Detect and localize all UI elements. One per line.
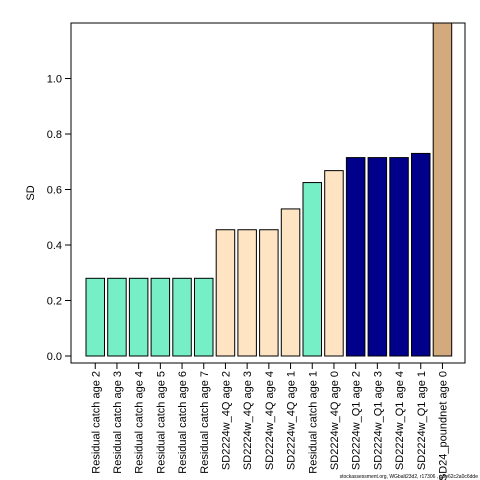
x-tick-label: SD2224w_4Q age 2 [220, 371, 232, 470]
x-tick-label: SD2224w_4Q age 0 [329, 371, 341, 470]
bar-4 [150, 277, 171, 357]
x-tick-label: Residual catch age 7 [199, 371, 211, 474]
x-axis: Residual catch age 2 Residual catch age 3… [90, 363, 449, 480]
x-tick-label: Residual catch age 3 [112, 371, 124, 474]
x-tick-label: SD2224w_4Q age 1 [286, 371, 298, 470]
y-axis-title: SD [25, 185, 37, 200]
bar-16 [411, 152, 431, 357]
x-tick-label: Residual catch age 5 [155, 371, 167, 474]
x-tick-label: Residual catch age 6 [177, 371, 189, 474]
y-tick-label: 0.8 [47, 129, 62, 141]
bar-5 [172, 277, 192, 357]
x-tick-label: SD24_poundnet age 0 [437, 371, 449, 480]
bar-1 [85, 277, 105, 357]
y-tick-label: 0.0 [47, 351, 62, 363]
bars-group [85, 22, 453, 357]
y-tick-label: 0.2 [47, 296, 62, 308]
bar-9 [259, 229, 279, 357]
bar-7 [215, 229, 236, 357]
x-tick-label: SD2224w_Q1 age 4 [394, 371, 406, 470]
x-tick-label: SD2224w_Q1 age 1 [416, 371, 428, 470]
x-tick-label: SD2224w_4Q age 3 [242, 371, 254, 470]
bar-17 [432, 22, 453, 357]
bar-3 [128, 277, 149, 357]
bar-10 [280, 208, 301, 357]
bar-2 [107, 277, 127, 357]
bar-13 [345, 157, 366, 357]
x-tick-label: SD2224w_4Q age 4 [264, 371, 276, 470]
x-tick-label: Residual catch age 4 [134, 371, 146, 474]
bar-6 [194, 277, 214, 357]
y-tick-label: 0.4 [47, 240, 62, 252]
x-tick-label: Residual catch age 2 [90, 371, 102, 474]
x-tick-label: Residual catch age 1 [307, 371, 319, 474]
bar-15 [389, 157, 409, 357]
bar-11 [302, 182, 322, 357]
bar-12 [324, 170, 344, 357]
y-axis: 0.0 0.2 0.4 0.6 0.8 1.0 [47, 74, 72, 363]
y-tick-label: 1.0 [47, 74, 62, 86]
x-tick-label: SD2224w_Q1 age 3 [372, 371, 384, 470]
y-tick-label: 0.6 [47, 185, 62, 197]
x-tick-label: SD2224w_Q1 age 2 [351, 371, 363, 470]
footnote: stockassessment.org, WGbalt23d2, r17306 … [340, 474, 479, 480]
bar-14 [367, 157, 388, 357]
bar-8 [237, 229, 257, 357]
